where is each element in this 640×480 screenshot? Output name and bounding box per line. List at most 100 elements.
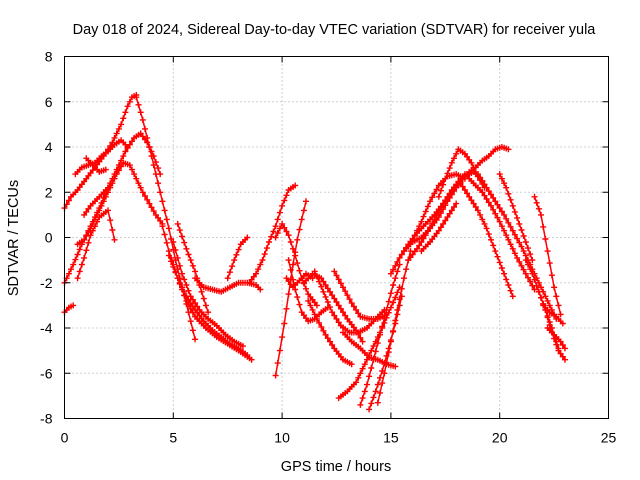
data-point (83, 208, 90, 215)
data-point (298, 216, 305, 223)
data-point (474, 171, 481, 178)
data-point (320, 288, 327, 295)
data-point (355, 374, 362, 381)
data-point (444, 193, 451, 200)
data-point (327, 338, 333, 345)
data-point (155, 180, 162, 187)
data-point (496, 171, 503, 178)
data-point (300, 207, 307, 214)
data-point (76, 246, 83, 253)
data-point (383, 352, 390, 359)
data-point (202, 302, 209, 309)
data-point (107, 182, 114, 189)
series-track (161, 226, 253, 361)
data-point (546, 302, 553, 309)
data-point (424, 203, 431, 210)
data-point (333, 272, 340, 279)
data-point (557, 311, 564, 318)
data-point (159, 198, 166, 205)
data-point (538, 211, 544, 218)
data-point (440, 181, 447, 188)
y-tick-label: -6 (40, 365, 53, 381)
series-track-09 (83, 155, 109, 175)
data-point (390, 328, 397, 335)
data-point (102, 166, 109, 173)
data-point (479, 189, 486, 196)
data-point (111, 175, 118, 182)
data-point (357, 334, 364, 341)
data-point (74, 251, 81, 258)
data-point (142, 193, 148, 199)
data-point (390, 282, 397, 288)
data-point (522, 270, 529, 277)
data-point (366, 373, 373, 380)
data-point (170, 263, 177, 270)
data-point (179, 284, 185, 291)
series-track-34 (418, 200, 460, 255)
data-point (200, 295, 207, 302)
data-point (435, 193, 442, 200)
series-track-12 (170, 239, 246, 350)
data-point (329, 342, 336, 348)
data-point (483, 225, 490, 232)
series-track-23 (311, 268, 388, 336)
data-point (377, 374, 383, 381)
data-point (303, 198, 309, 205)
data-point (451, 155, 457, 162)
series-track-06 (72, 137, 131, 178)
data-point (94, 218, 101, 225)
data-point (68, 266, 74, 273)
data-point (157, 189, 164, 196)
data-point (124, 103, 131, 110)
data-point (457, 180, 464, 187)
data-point (279, 202, 286, 209)
data-point (437, 187, 444, 194)
data-point (437, 224, 444, 231)
data-point (498, 175, 505, 182)
series-track-22 (305, 297, 355, 368)
data-point (272, 223, 279, 230)
series-track-27 (357, 261, 403, 408)
data-point (122, 148, 129, 155)
data-point (100, 198, 107, 205)
series-track (63, 132, 161, 284)
data-point (377, 389, 383, 396)
data-point (279, 220, 286, 227)
data-point (181, 288, 188, 295)
series-track-38 (457, 180, 516, 300)
data-point (244, 234, 251, 241)
data-point (255, 266, 262, 273)
data-point (488, 236, 494, 243)
data-point (276, 209, 283, 216)
data-point (507, 223, 514, 230)
data-point (322, 282, 329, 288)
data-point (261, 251, 268, 258)
data-point (387, 290, 394, 297)
data-point (448, 159, 455, 166)
data-point (544, 314, 551, 321)
y-tick-label: -2 (40, 275, 53, 291)
data-point (324, 335, 331, 342)
data-point (453, 150, 460, 157)
data-point (307, 302, 314, 309)
data-point (461, 187, 468, 193)
data-point (113, 171, 120, 178)
data-point (337, 280, 344, 287)
data-point (179, 270, 185, 277)
data-point (318, 283, 325, 290)
data-point (553, 341, 560, 348)
data-point (331, 312, 338, 319)
data-point (331, 268, 338, 275)
data-point (392, 275, 399, 282)
data-point (281, 320, 288, 327)
data-point (525, 245, 531, 252)
data-point (83, 233, 90, 239)
data-point (318, 323, 325, 330)
data-point (481, 220, 488, 227)
data-point (379, 380, 386, 387)
data-point (165, 225, 172, 232)
y-axis-label: SDTVAR / TECUs (6, 180, 22, 296)
data-point (348, 361, 355, 368)
series-track (248, 184, 296, 284)
